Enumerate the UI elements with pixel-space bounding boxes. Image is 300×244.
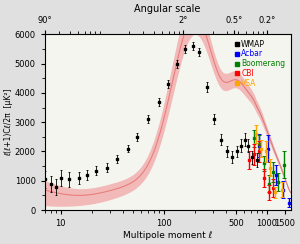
Y-axis label: ℓ(ℓ+1)Cℓ/2π  [μK²]: ℓ(ℓ+1)Cℓ/2π [μK²]	[4, 88, 13, 156]
Legend: WMAP, Acbar, Boomerang, CBI, VSA: WMAP, Acbar, Boomerang, CBI, VSA	[233, 38, 287, 89]
X-axis label: Multipole moment ℓ: Multipole moment ℓ	[123, 231, 212, 240]
X-axis label: Angular scale: Angular scale	[134, 4, 201, 14]
